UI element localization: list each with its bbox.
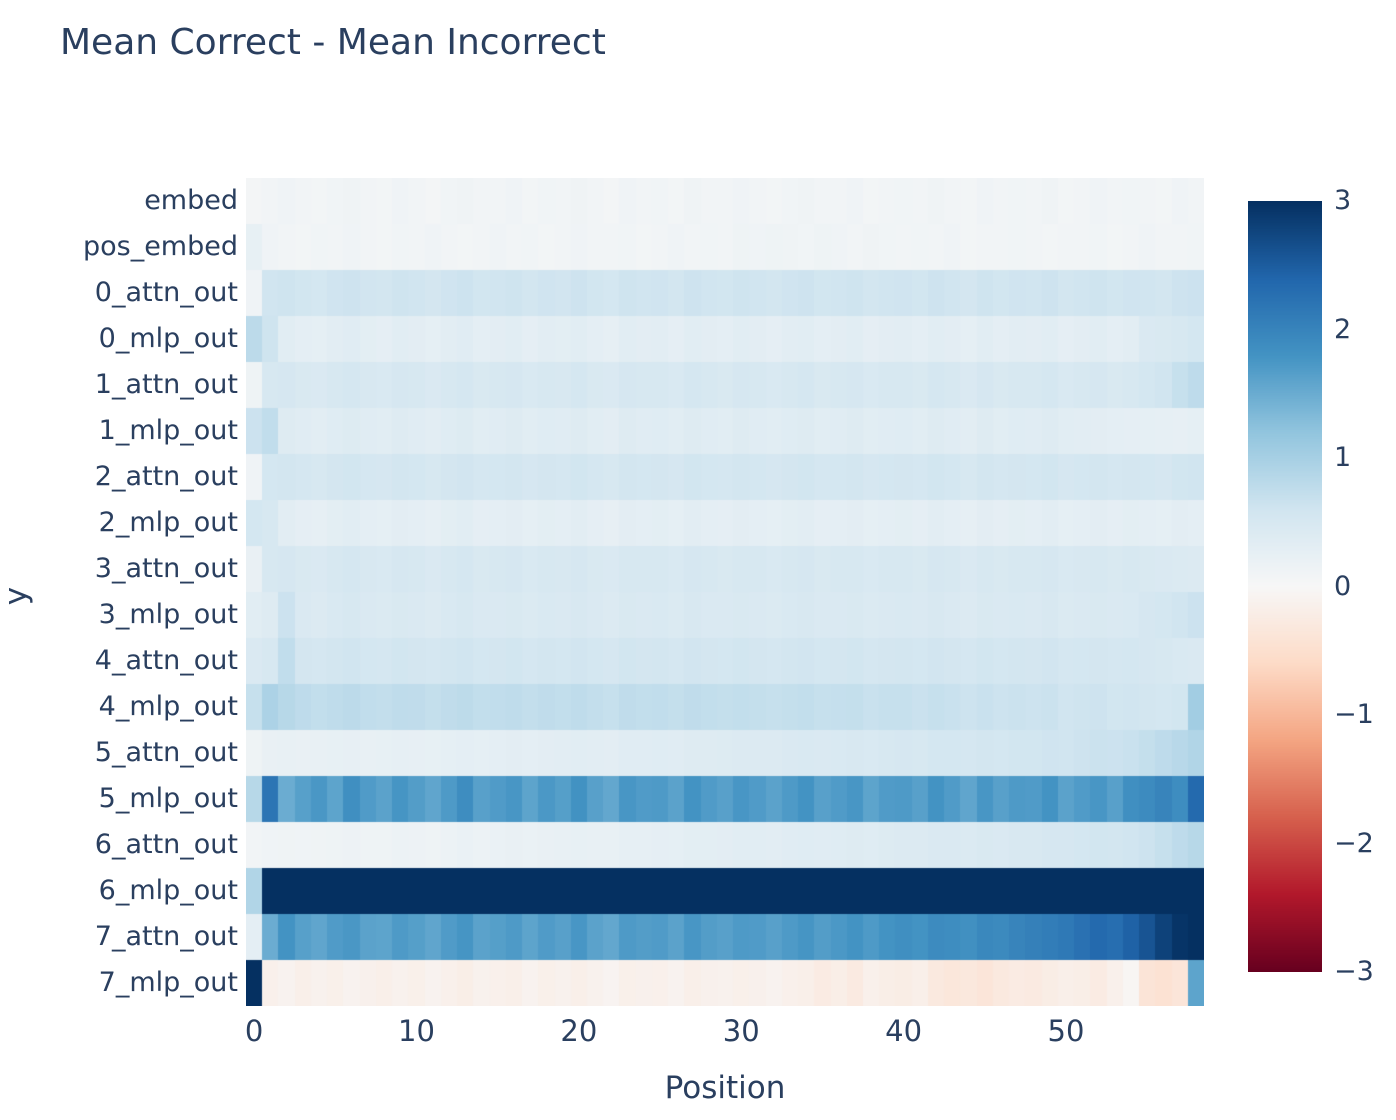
colorbar-tick-label: −2 xyxy=(1334,827,1374,859)
colorbar-tick-label: 2 xyxy=(1334,313,1352,345)
colorbar xyxy=(1248,201,1322,972)
y-tick-label: 6_mlp_out xyxy=(98,875,238,906)
x-tick-labels: 0 10 20 30 40 50 xyxy=(0,1014,1396,1054)
y-tick-label: 7_mlp_out xyxy=(98,967,238,998)
heatmap-canvas[interactable] xyxy=(246,178,1204,1006)
y-tick-label: 2_attn_out xyxy=(94,461,238,492)
y-tick-label: 4_attn_out xyxy=(94,645,238,676)
colorbar-tick-label: −1 xyxy=(1334,699,1374,730)
x-tick-label: 20 xyxy=(560,1014,598,1048)
y-tick-label: pos_embed xyxy=(82,231,238,262)
y-tick-label: 0_attn_out xyxy=(94,277,238,308)
x-tick-label: 0 xyxy=(244,1014,264,1048)
y-tick-label: 4_mlp_out xyxy=(98,691,238,722)
y-tick-label: 2_mlp_out xyxy=(98,507,238,538)
y-tick-label: 5_mlp_out xyxy=(98,783,238,814)
colorbar-tick-label: −3 xyxy=(1334,956,1374,987)
x-tick-label: 40 xyxy=(885,1014,923,1048)
y-tick-label: 1_attn_out xyxy=(94,369,238,400)
colorbar-tick-label: 3 xyxy=(1334,185,1352,216)
y-tick-label: 5_attn_out xyxy=(94,737,238,768)
x-tick-label: 30 xyxy=(722,1014,760,1048)
y-tick-label: 3_mlp_out xyxy=(98,599,238,630)
y-tick-label: 0_mlp_out xyxy=(98,323,238,354)
chart-title: Mean Correct - Mean Incorrect xyxy=(60,22,606,63)
y-tick-label: 1_mlp_out xyxy=(98,415,238,446)
heatmap-plot-area[interactable] xyxy=(246,178,1204,1006)
colorbar-tick-label: 1 xyxy=(1334,442,1352,473)
y-tick-label: 6_attn_out xyxy=(94,829,238,860)
x-tick-label: 10 xyxy=(398,1014,435,1048)
colorbar-tick-labels: 3 2 1 0 −1 −2 −3 xyxy=(1334,185,1394,987)
y-tick-label: 3_attn_out xyxy=(94,553,238,584)
y-tick-label: 7_attn_out xyxy=(94,921,238,952)
y-tick-label: embed xyxy=(144,185,238,216)
y-tick-labels: embed pos_embed 0_attn_out 0_mlp_out 1_attn_… xyxy=(0,178,238,1006)
colorbar-tick-label: 0 xyxy=(1334,570,1352,602)
x-tick-label: 50 xyxy=(1047,1014,1085,1048)
x-axis-title: Position xyxy=(664,1070,786,1106)
